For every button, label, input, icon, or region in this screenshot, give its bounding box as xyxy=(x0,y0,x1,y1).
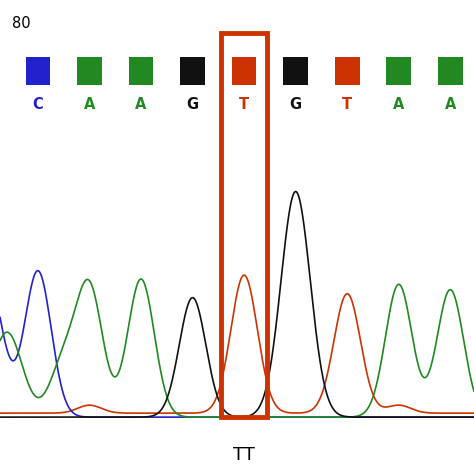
Text: G: G xyxy=(186,97,199,112)
Bar xyxy=(221,33,267,417)
Bar xyxy=(232,57,256,85)
Bar xyxy=(438,57,463,85)
Text: TT: TT xyxy=(233,446,255,464)
Bar xyxy=(128,57,153,85)
Text: T: T xyxy=(239,97,249,112)
Text: C: C xyxy=(33,97,43,112)
Text: A: A xyxy=(445,97,456,112)
Text: G: G xyxy=(290,97,302,112)
Text: 80: 80 xyxy=(12,16,30,31)
Bar xyxy=(26,57,50,85)
Bar xyxy=(335,57,359,85)
Text: A: A xyxy=(136,97,146,112)
Bar xyxy=(77,57,102,85)
Bar xyxy=(180,57,205,85)
Text: A: A xyxy=(84,97,95,112)
Bar xyxy=(283,57,308,85)
Bar xyxy=(386,57,411,85)
Text: A: A xyxy=(393,97,404,112)
Text: T: T xyxy=(342,97,352,112)
